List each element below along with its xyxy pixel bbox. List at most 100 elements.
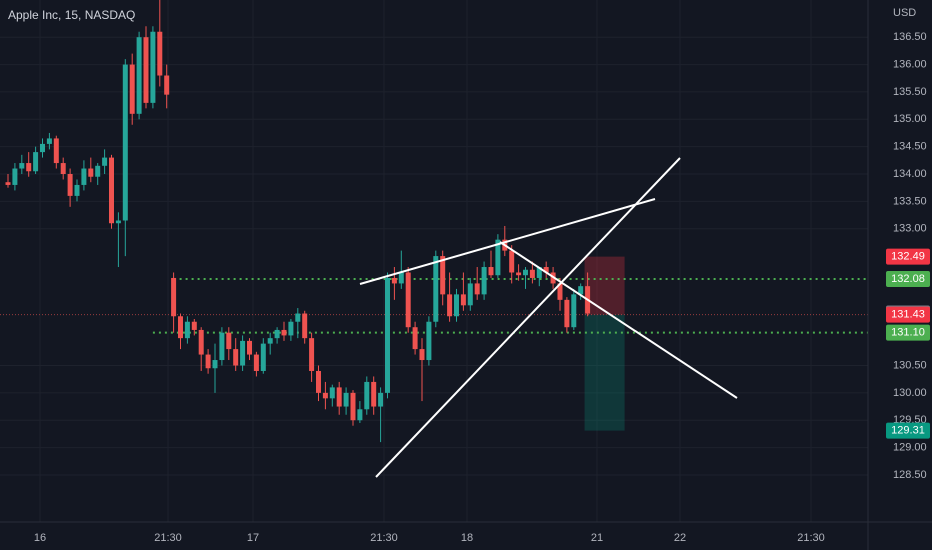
y-tick-label: 130.50 (893, 359, 927, 371)
trend-line (499, 241, 738, 399)
x-tick-label: 18 (461, 532, 473, 544)
candle-body (364, 381, 370, 410)
price-label-box (886, 422, 930, 439)
candle-body (543, 267, 549, 273)
candle-body (26, 163, 32, 172)
candle-body (246, 340, 252, 355)
candle-body (378, 392, 384, 407)
candle-body (357, 409, 363, 421)
candle-body (67, 174, 73, 196)
candle-body (564, 299, 570, 328)
candle-body (102, 157, 108, 166)
candle-body (447, 294, 453, 317)
y-tick-label: 130.00 (893, 387, 927, 399)
x-tick-label: 21:30 (370, 532, 398, 544)
y-tick-label: 135.00 (893, 113, 927, 125)
candle-body (384, 277, 390, 393)
candle-body (122, 64, 128, 221)
y-tick-label: 134.50 (893, 141, 927, 153)
candle-body (481, 267, 487, 295)
currency: USD (893, 7, 916, 19)
candle-body (184, 321, 190, 339)
price-label-box (886, 271, 930, 288)
candle-body (240, 340, 246, 366)
x-tick-label: 17 (247, 532, 259, 544)
price-label-box (886, 324, 930, 341)
candle-body (136, 37, 142, 114)
position-boxes (584, 256, 625, 431)
candle-body (143, 37, 149, 103)
candle-body (60, 163, 66, 174)
y-tick-label: 136.00 (893, 58, 927, 70)
candle-body (226, 332, 232, 350)
candle-body (343, 392, 349, 407)
price-label: 131.43 (891, 309, 925, 321)
candle-body (198, 329, 204, 355)
x-tick-label: 21 (591, 532, 603, 544)
x-tick-label: 21:30 (797, 532, 825, 544)
candle-body (5, 182, 11, 185)
candle-body (274, 329, 280, 339)
candle-body (205, 354, 211, 369)
candle-body (419, 349, 425, 361)
candle-body (115, 220, 121, 224)
candle-body (460, 294, 466, 306)
candle-body (177, 316, 183, 339)
price-label-box (886, 306, 930, 323)
price-label: 132.49 (891, 251, 925, 263)
target-zone (584, 314, 625, 431)
candle-body (474, 283, 480, 295)
candle-body (453, 294, 459, 317)
candle-body (164, 75, 170, 95)
candle-body (150, 31, 156, 103)
x-tick-label: 21:30 (154, 532, 182, 544)
candle-body (46, 138, 52, 144)
candle-body (212, 360, 218, 369)
chart-title: Apple Inc, 15, NASDAQ (8, 8, 135, 22)
candle-body (371, 381, 377, 407)
candle-body (12, 168, 18, 185)
grid (0, 0, 868, 522)
stop-zone (584, 256, 625, 315)
candle-body (95, 165, 101, 177)
candle-body (129, 64, 135, 114)
price-label: 131.10 (891, 327, 925, 339)
candle-body (322, 392, 328, 399)
candle-body (433, 256, 439, 322)
candle-body (557, 283, 563, 300)
candle-body (536, 267, 542, 278)
x-tick-label: 22 (674, 532, 686, 544)
candle-body (157, 31, 163, 76)
candle-body (309, 338, 315, 371)
y-tick-label: 135.50 (893, 86, 927, 98)
candle-body (88, 168, 94, 177)
candle-body (412, 327, 418, 350)
y-tick-label: 128.50 (893, 469, 927, 481)
candle-body (295, 313, 301, 322)
candles (5, 0, 591, 443)
candle-body (336, 387, 342, 407)
y-tick-label: 133.00 (893, 223, 927, 235)
candle-body (391, 277, 397, 284)
y-tick-label: 133.50 (893, 195, 927, 207)
candle-body (329, 387, 335, 399)
candle-body (81, 168, 87, 185)
price-label-box (886, 248, 930, 265)
candle-body (350, 392, 356, 421)
candle-body (74, 184, 80, 196)
candle-body (40, 143, 46, 153)
candle-body (219, 332, 225, 361)
candle-body (19, 163, 25, 169)
candle-body (33, 152, 39, 172)
candle-body (281, 329, 287, 336)
trend-lines (359, 157, 738, 478)
candle-body (315, 370, 321, 393)
candle-body (571, 294, 577, 328)
y-tick-label: 129.00 (893, 441, 927, 453)
candle-body (509, 250, 515, 273)
y-tick-label: 136.50 (893, 31, 927, 43)
candle-body (495, 239, 501, 276)
candle-body (171, 277, 177, 317)
